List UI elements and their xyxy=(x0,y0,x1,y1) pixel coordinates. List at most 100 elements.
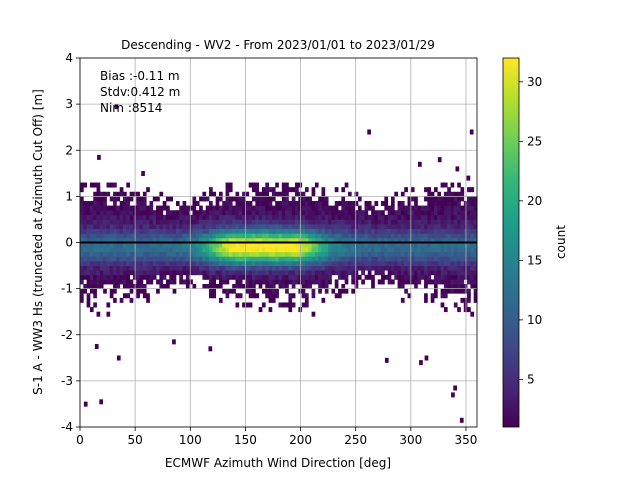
heatmap-cell xyxy=(83,182,88,188)
outlier-cell xyxy=(367,129,371,135)
heatmap-cell xyxy=(291,242,296,248)
heatmap-cell xyxy=(427,196,432,202)
heatmap-cell xyxy=(96,228,101,234)
heatmap-cell xyxy=(86,237,91,243)
heatmap-cell xyxy=(228,187,233,193)
heatmap-cell xyxy=(288,251,293,257)
heatmap-cell xyxy=(275,256,279,262)
heatmap-cell xyxy=(381,200,385,206)
heatmap-cell xyxy=(162,224,167,230)
heatmap-cell xyxy=(414,274,418,280)
heatmap-cell xyxy=(248,214,253,220)
heatmap-cell xyxy=(172,279,177,285)
heatmap-cell xyxy=(275,293,279,299)
heatmap-cell xyxy=(450,265,455,271)
x-tick-label: 350 xyxy=(455,433,478,447)
heatmap-cell xyxy=(265,260,269,266)
heatmap-cell xyxy=(218,256,223,262)
heatmap-cell xyxy=(443,200,448,206)
heatmap-cell xyxy=(443,256,448,262)
heatmap-cell xyxy=(116,196,121,202)
heatmap-cell xyxy=(311,293,316,299)
heatmap-cell xyxy=(109,274,114,280)
heatmap-cell xyxy=(238,260,243,266)
heatmap-cell xyxy=(261,228,266,234)
heatmap-cell xyxy=(123,279,127,285)
heatmap-cell xyxy=(89,200,94,206)
heatmap-cell xyxy=(384,214,389,220)
heatmap-cell xyxy=(440,214,445,220)
heatmap-cell xyxy=(195,237,200,243)
heatmap-cell xyxy=(222,200,226,206)
heatmap-cell xyxy=(129,270,134,276)
heatmap-cell xyxy=(139,242,144,248)
heatmap-cell xyxy=(473,265,478,271)
heatmap-cell xyxy=(351,200,355,206)
heatmap-cell xyxy=(212,210,217,216)
x-tick-label: 100 xyxy=(179,433,202,447)
heatmap-cell xyxy=(209,237,213,243)
heatmap-cell xyxy=(377,210,382,216)
heatmap-cell xyxy=(341,228,346,234)
heatmap-cell xyxy=(136,284,140,290)
heatmap-cell xyxy=(258,256,263,262)
heatmap-cell xyxy=(212,265,217,271)
heatmap-cell xyxy=(185,260,190,266)
heatmap-cell xyxy=(109,196,114,202)
heatmap-cell xyxy=(182,247,187,253)
heatmap-cell xyxy=(225,200,230,206)
heatmap-cell xyxy=(410,210,415,216)
heatmap-cell xyxy=(460,288,465,294)
heatmap-cell xyxy=(265,228,269,234)
heatmap-cell xyxy=(80,260,84,266)
heatmap-cell xyxy=(347,256,352,262)
heatmap-cell xyxy=(301,256,306,262)
heatmap-cell xyxy=(242,196,246,202)
heatmap-cell xyxy=(447,233,451,239)
heatmap-cell xyxy=(397,251,402,257)
heatmap-cell xyxy=(156,224,160,230)
heatmap-cell xyxy=(271,228,276,234)
heatmap-cell xyxy=(258,265,263,271)
heatmap-cell xyxy=(218,297,223,303)
heatmap-cell xyxy=(268,219,273,225)
heatmap-cell xyxy=(453,219,458,225)
heatmap-cell xyxy=(397,260,402,266)
heatmap-cell xyxy=(146,187,150,193)
heatmap-cell xyxy=(146,251,150,257)
heatmap-cell xyxy=(225,224,230,230)
heatmap-cell xyxy=(192,270,197,276)
heatmap-cell xyxy=(106,242,111,248)
heatmap-cell xyxy=(430,237,435,243)
heatmap-cell xyxy=(86,242,91,248)
heatmap-cell xyxy=(228,219,233,225)
heatmap-cell xyxy=(103,260,107,266)
heatmap-cell xyxy=(106,214,111,220)
heatmap-cell xyxy=(83,237,88,243)
heatmap-cell xyxy=(268,228,273,234)
heatmap-cell xyxy=(331,260,336,266)
x-tick-label: 50 xyxy=(127,433,142,447)
heatmap-cell xyxy=(453,237,458,243)
heatmap-cell xyxy=(268,224,273,230)
heatmap-cell xyxy=(453,284,458,290)
y-tick-label: 1 xyxy=(65,189,73,203)
heatmap-cell xyxy=(179,270,183,276)
heatmap-cell xyxy=(407,265,412,271)
heatmap-cell xyxy=(149,279,154,285)
heatmap-cell xyxy=(460,205,465,211)
heatmap-cell xyxy=(175,200,180,206)
heatmap-cell xyxy=(123,219,127,225)
heatmap-cell xyxy=(212,288,217,294)
heatmap-cell xyxy=(129,214,134,220)
heatmap-cell xyxy=(235,210,240,216)
heatmap-cell xyxy=(410,233,415,239)
heatmap-cell xyxy=(328,205,332,211)
heatmap-cell xyxy=(301,247,306,253)
heatmap-cell xyxy=(447,247,451,253)
heatmap-cell xyxy=(261,205,266,211)
heatmap-cell xyxy=(86,274,91,280)
heatmap-cell xyxy=(96,237,101,243)
heatmap-cell xyxy=(354,191,359,197)
heatmap-cell xyxy=(281,200,286,206)
